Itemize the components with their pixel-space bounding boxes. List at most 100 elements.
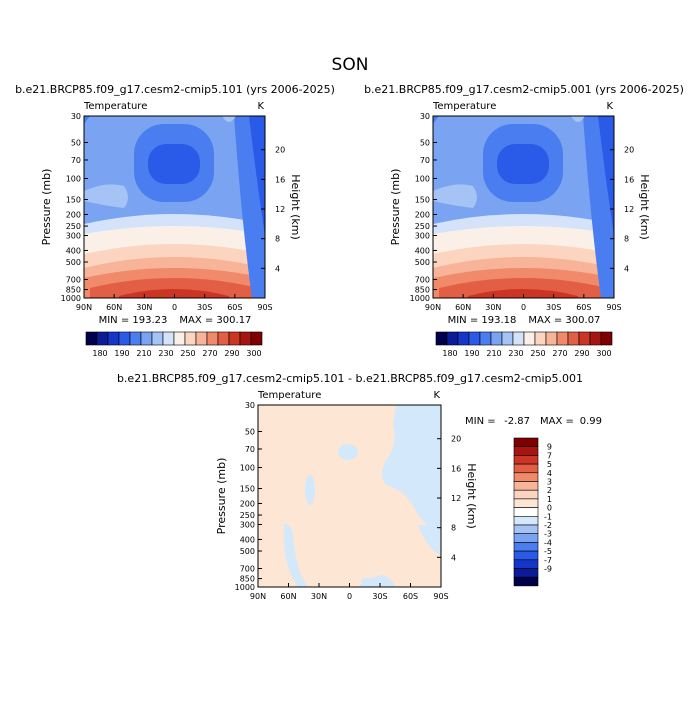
colorbar-swatch <box>513 533 539 543</box>
y-tick-label: 70 <box>71 156 81 165</box>
y-tick-label: 850 <box>240 575 255 584</box>
y-tick-label: 70 <box>245 445 255 454</box>
y-tick-label: 400 <box>240 535 255 544</box>
panel-left-ylabel: Pressure (mb) <box>40 169 53 246</box>
y2-tick-label: 4 <box>624 264 629 273</box>
colorbar-label: 250 <box>530 349 545 358</box>
colorbar-swatch <box>435 331 448 346</box>
season-title: SON <box>332 55 369 75</box>
colorbar-swatch <box>490 331 503 346</box>
y-tick-label: 850 <box>415 286 430 295</box>
panel-right-min-max: MIN = 193.18 MAX = 300.07 <box>448 315 601 326</box>
colorbar-label: 250 <box>180 349 195 358</box>
colorbar-swatch <box>96 331 109 346</box>
colorbar-swatch <box>250 331 263 346</box>
x-tick-label: 90N <box>250 592 266 601</box>
y-tick-label: 850 <box>66 286 81 295</box>
colorbar-swatch <box>513 446 539 456</box>
colorbar-swatch <box>513 507 539 517</box>
colorbar-swatch <box>513 542 539 552</box>
panel-right-axes: 90N 60N 30N 0 30S 60S 90S 30 50 70 100 150 200 250300… <box>410 112 635 312</box>
colorbar-label: 210 <box>136 349 151 358</box>
colorbar-swatch <box>501 331 514 346</box>
colorbar-label: 270 <box>552 349 567 358</box>
colorbar-swatch <box>479 331 492 346</box>
colorbar-swatch <box>513 550 539 561</box>
y-tick-label: 70 <box>420 156 430 165</box>
y2-tick-label: 20 <box>451 435 461 444</box>
panel-diff-units-label: K <box>433 390 440 401</box>
y2-tick-label: 8 <box>275 235 280 244</box>
colorbar-swatch <box>513 568 539 578</box>
colorbar-label: -7 <box>544 556 552 565</box>
contour-field <box>433 116 614 298</box>
panel-left-contours <box>84 116 265 298</box>
y2-tick-label: 8 <box>451 524 456 533</box>
colorbar-swatch <box>140 331 153 346</box>
colorbar-label: -9 <box>544 565 552 574</box>
panel-left: b.e21.BRCP85.f09_g17.cesm2-cmip5.101 (yr… <box>15 83 335 358</box>
colorbar-swatch <box>468 331 481 346</box>
panel-diff-min-value: -2.87 <box>504 416 530 427</box>
colorbar-swatch <box>195 331 208 346</box>
panel-left-min-max: MIN = 193.23 MAX = 300.17 <box>99 315 252 326</box>
x-tick-label: 30S <box>197 303 212 312</box>
y-tick-label: 200 <box>66 210 81 219</box>
colorbar-label: 190 <box>464 349 479 358</box>
y-tick-label: 50 <box>245 428 255 437</box>
y-tick-label: 300 <box>415 232 430 241</box>
colorbar-swatch <box>513 559 539 569</box>
colorbar-label: -3 <box>544 530 552 539</box>
colorbar-swatch <box>184 331 197 346</box>
colorbar-swatch <box>512 331 525 346</box>
colorbar-swatch <box>578 331 591 346</box>
colorbar-label: -2 <box>544 521 552 530</box>
panel-right-max: MAX = 300.07 <box>528 315 600 326</box>
colorbar-swatch <box>85 331 98 346</box>
colorbar-swatch <box>129 331 142 346</box>
colorbar-swatch <box>513 524 539 534</box>
colorbar-swatch <box>206 331 219 346</box>
panel-right: b.e21.BRCP85.f09_g17.cesm2-cmip5.001 (yr… <box>364 83 684 358</box>
colorbar-swatch <box>513 481 539 491</box>
colorbar-label: 230 <box>508 349 523 358</box>
y2-tick-label: 12 <box>275 205 285 214</box>
x-tick-label: 30S <box>546 303 561 312</box>
colorbar-swatch <box>513 437 539 447</box>
panel-left-y2label: Height (km) <box>289 174 302 240</box>
panel-left-variable-label: Temperature <box>83 101 147 112</box>
panel-diff-y2label: Height (km) <box>465 463 478 529</box>
y-tick-label: 200 <box>415 210 430 219</box>
colorbar-label: 210 <box>486 349 501 358</box>
y-tick-label: 30 <box>71 112 81 121</box>
colorbar-label: 5 <box>547 460 552 469</box>
x-tick-label: 30N <box>136 303 152 312</box>
colorbar-label: 290 <box>574 349 589 358</box>
y-tick-label: 700 <box>66 275 81 284</box>
colorbar-label: 7 <box>547 451 552 460</box>
y2-tick-label: 16 <box>451 464 461 473</box>
x-tick-label: 90S <box>257 303 272 312</box>
y-tick-label: 50 <box>71 139 81 148</box>
colorbar-label: -5 <box>544 547 552 556</box>
panel-left-min: MIN = 193.23 <box>99 315 168 326</box>
panel-left-max: MAX = 300.17 <box>179 315 251 326</box>
y-tick-label: 500 <box>66 258 81 267</box>
y-tick-label: 400 <box>66 246 81 255</box>
y2-tick-label: 12 <box>451 494 461 503</box>
y-tick-label: 300 <box>66 232 81 241</box>
panel-diff-max-value: 0.99 <box>580 416 602 427</box>
contour-field <box>258 405 441 587</box>
y-tick-label: 250 <box>66 222 81 231</box>
colorbar-label: 230 <box>158 349 173 358</box>
y-tick-label: 700 <box>240 564 255 573</box>
panel-diff-title: b.e21.BRCP85.f09_g17.cesm2-cmip5.101 - b… <box>117 372 583 385</box>
panel-left-axes: 90N 60N 30N 0 30S 60S 90S 30 50 70 100 150 200 250300… <box>61 112 286 312</box>
x-tick-label: 60S <box>227 303 242 312</box>
y2-tick-label: 16 <box>624 175 634 184</box>
colorbar-label: 180 <box>92 349 107 358</box>
contour-field <box>84 116 265 298</box>
y-tick-label: 30 <box>420 112 430 121</box>
panel-left-title: b.e21.BRCP85.f09_g17.cesm2-cmip5.101 (yr… <box>15 83 335 96</box>
